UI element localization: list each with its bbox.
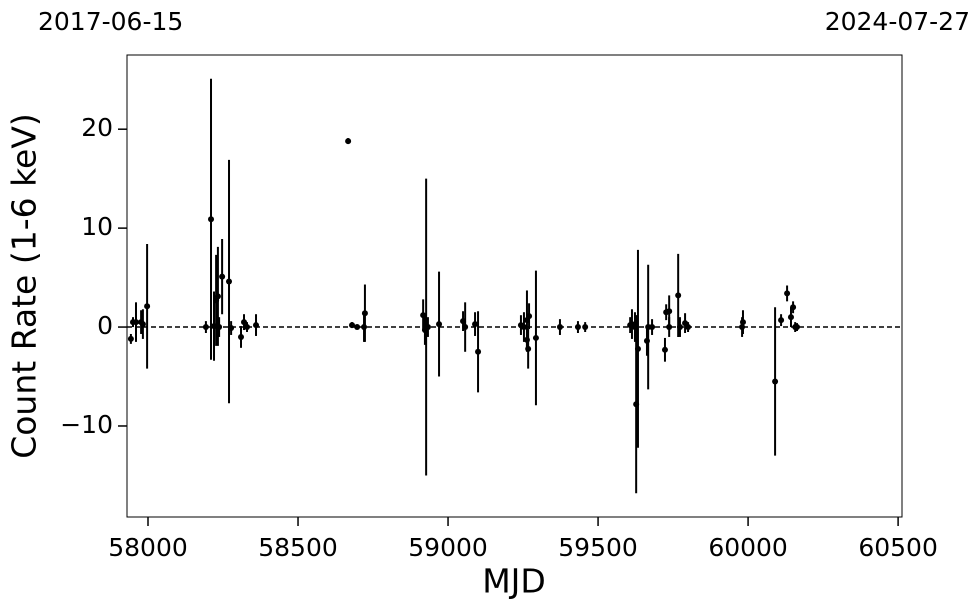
x-tick-label: 58500 bbox=[258, 533, 338, 562]
x-tick-label: 60000 bbox=[708, 533, 788, 562]
data-point bbox=[244, 324, 251, 331]
x-tick-label: 59000 bbox=[408, 533, 488, 562]
data-point bbox=[784, 290, 791, 297]
data-point bbox=[216, 324, 223, 331]
x-tick-label: 60500 bbox=[858, 533, 938, 562]
x-axis-label: MJD bbox=[482, 562, 546, 601]
start-date-label: 2017-06-15 bbox=[38, 7, 183, 36]
data-point bbox=[241, 319, 248, 326]
data-point bbox=[790, 304, 797, 311]
data-point bbox=[666, 308, 673, 315]
y-tick-label: 10 bbox=[81, 212, 113, 241]
data-point bbox=[634, 345, 641, 352]
data-point bbox=[676, 324, 683, 331]
data-point bbox=[436, 321, 443, 328]
data-point bbox=[525, 345, 532, 352]
data-point bbox=[424, 324, 431, 331]
data-point bbox=[228, 325, 235, 332]
data-point bbox=[675, 292, 682, 299]
y-tick-label: 20 bbox=[81, 113, 113, 142]
y-tick-label: 0 bbox=[97, 311, 113, 340]
end-date-label: 2024-07-27 bbox=[825, 7, 970, 36]
data-point bbox=[219, 273, 226, 280]
data-point bbox=[520, 324, 527, 331]
x-tick-label: 59500 bbox=[558, 533, 638, 562]
data-point bbox=[462, 324, 469, 331]
data-point bbox=[345, 138, 352, 145]
plot-frame bbox=[126, 54, 903, 518]
data-point bbox=[739, 319, 746, 326]
data-point bbox=[661, 346, 668, 353]
data-point bbox=[253, 322, 260, 329]
data-point bbox=[226, 278, 233, 285]
data-point bbox=[649, 324, 656, 331]
data-point bbox=[526, 313, 533, 320]
data-point bbox=[361, 310, 368, 317]
data-point bbox=[778, 317, 785, 324]
data-point bbox=[472, 321, 479, 328]
data-point bbox=[475, 348, 482, 355]
data-point bbox=[666, 324, 673, 331]
data-point bbox=[127, 335, 134, 342]
data-point bbox=[582, 324, 589, 331]
y-tick-label: −10 bbox=[60, 410, 113, 439]
data-point bbox=[685, 324, 692, 331]
data-point bbox=[793, 324, 800, 331]
data-point bbox=[208, 216, 215, 223]
data-point bbox=[772, 378, 779, 385]
data-point bbox=[133, 319, 140, 326]
data-point bbox=[532, 334, 539, 341]
data-point bbox=[556, 324, 563, 331]
data-point bbox=[349, 322, 356, 329]
data-point bbox=[139, 321, 146, 328]
data-point bbox=[354, 324, 361, 331]
data-point bbox=[144, 303, 151, 310]
data-point bbox=[214, 293, 221, 300]
y-axis-label: Count Rate (1-6 keV) bbox=[5, 113, 44, 459]
data-point bbox=[238, 333, 245, 340]
data-point bbox=[202, 324, 209, 331]
data-point bbox=[787, 314, 794, 321]
x-tick-label: 58000 bbox=[108, 533, 188, 562]
data-point bbox=[574, 324, 581, 331]
